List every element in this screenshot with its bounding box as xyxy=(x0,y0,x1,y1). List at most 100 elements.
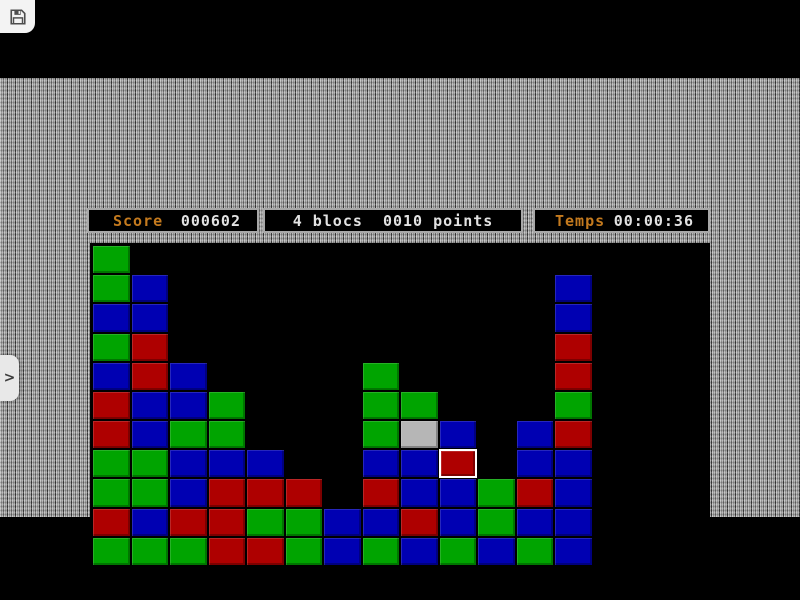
blue-block[interactable] xyxy=(130,390,169,421)
red-block[interactable] xyxy=(246,536,285,566)
empty-cell xyxy=(515,332,554,362)
red-block[interactable] xyxy=(130,332,169,362)
blue-block[interactable] xyxy=(361,449,400,479)
blue-block[interactable] xyxy=(130,507,169,537)
top-bar xyxy=(0,0,800,78)
red-block[interactable] xyxy=(284,478,323,508)
green-block[interactable] xyxy=(361,536,400,566)
blue-block[interactable] xyxy=(92,361,131,391)
score-value: 000602 xyxy=(180,211,241,230)
blue-block[interactable] xyxy=(323,536,362,566)
green-block[interactable] xyxy=(207,390,246,421)
green-block[interactable] xyxy=(361,420,400,450)
green-block[interactable] xyxy=(92,274,131,304)
red-block[interactable] xyxy=(361,478,400,508)
blue-block[interactable] xyxy=(169,478,208,508)
blue-block[interactable] xyxy=(130,420,169,450)
empty-cell xyxy=(169,303,208,333)
blue-block[interactable] xyxy=(554,274,593,304)
blue-block[interactable] xyxy=(130,303,169,333)
green-block[interactable] xyxy=(515,536,554,566)
blue-block[interactable] xyxy=(323,507,362,537)
empty-cell xyxy=(631,420,670,450)
green-block[interactable] xyxy=(284,536,323,566)
green-block[interactable] xyxy=(169,536,208,566)
empty-cell xyxy=(669,536,708,566)
empty-cell xyxy=(323,332,362,362)
blue-block[interactable] xyxy=(207,449,246,479)
blue-block[interactable] xyxy=(169,390,208,421)
blue-block[interactable] xyxy=(554,478,593,508)
blue-block[interactable] xyxy=(92,303,131,333)
empty-cell xyxy=(477,420,516,450)
green-block[interactable] xyxy=(246,507,285,537)
green-block[interactable] xyxy=(207,420,246,450)
empty-cell xyxy=(592,449,631,479)
save-button[interactable] xyxy=(0,0,35,33)
blue-block[interactable] xyxy=(246,449,285,479)
green-block[interactable] xyxy=(92,332,131,362)
red-block[interactable] xyxy=(207,478,246,508)
gray-block[interactable] xyxy=(400,420,439,450)
blue-block[interactable] xyxy=(438,420,477,450)
red-block[interactable] xyxy=(92,390,131,421)
empty-cell xyxy=(246,245,285,275)
blue-block[interactable] xyxy=(438,478,477,508)
red-block[interactable] xyxy=(92,507,131,537)
blue-block[interactable] xyxy=(554,536,593,566)
blue-block[interactable] xyxy=(400,449,439,479)
green-block[interactable] xyxy=(477,478,516,508)
empty-cell xyxy=(477,332,516,362)
green-block[interactable] xyxy=(438,536,477,566)
green-block[interactable] xyxy=(400,390,439,421)
blue-block[interactable] xyxy=(515,449,554,479)
green-block[interactable] xyxy=(477,507,516,537)
blue-block[interactable] xyxy=(554,449,593,479)
red-block[interactable] xyxy=(554,332,593,362)
blue-block[interactable] xyxy=(515,507,554,537)
empty-cell xyxy=(669,274,708,304)
empty-cell xyxy=(323,274,362,304)
green-block[interactable] xyxy=(361,390,400,421)
green-block[interactable] xyxy=(361,361,400,391)
blue-block[interactable] xyxy=(438,507,477,537)
game-board[interactable] xyxy=(90,243,710,568)
red-block[interactable] xyxy=(400,507,439,537)
empty-cell xyxy=(477,274,516,304)
blue-block[interactable] xyxy=(515,420,554,450)
time-value: 00:00:36 xyxy=(613,211,694,230)
blue-block[interactable] xyxy=(554,303,593,333)
red-block[interactable] xyxy=(515,478,554,508)
blue-block[interactable] xyxy=(400,536,439,566)
empty-cell xyxy=(246,420,285,450)
red-block[interactable] xyxy=(554,420,593,450)
green-block[interactable] xyxy=(554,390,593,421)
blue-block[interactable] xyxy=(400,478,439,508)
selected-block[interactable] xyxy=(438,449,477,479)
red-block[interactable] xyxy=(92,420,131,450)
empty-cell xyxy=(169,245,208,275)
blue-block[interactable] xyxy=(169,361,208,391)
green-block[interactable] xyxy=(130,536,169,566)
red-block[interactable] xyxy=(207,536,246,566)
blue-block[interactable] xyxy=(554,507,593,537)
green-block[interactable] xyxy=(130,478,169,508)
green-block[interactable] xyxy=(284,507,323,537)
green-block[interactable] xyxy=(92,245,131,275)
blue-block[interactable] xyxy=(477,536,516,566)
green-block[interactable] xyxy=(92,478,131,508)
blue-block[interactable] xyxy=(361,507,400,537)
drawer-handle-button[interactable]: > xyxy=(0,355,19,401)
red-block[interactable] xyxy=(207,507,246,537)
blue-block[interactable] xyxy=(130,274,169,304)
red-block[interactable] xyxy=(169,507,208,537)
green-block[interactable] xyxy=(169,420,208,450)
red-block[interactable] xyxy=(130,361,169,391)
green-block[interactable] xyxy=(130,449,169,479)
red-block[interactable] xyxy=(554,361,593,391)
blue-block[interactable] xyxy=(169,449,208,479)
red-block[interactable] xyxy=(246,478,285,508)
green-block[interactable] xyxy=(92,536,131,566)
empty-cell xyxy=(246,332,285,362)
green-block[interactable] xyxy=(92,449,131,479)
